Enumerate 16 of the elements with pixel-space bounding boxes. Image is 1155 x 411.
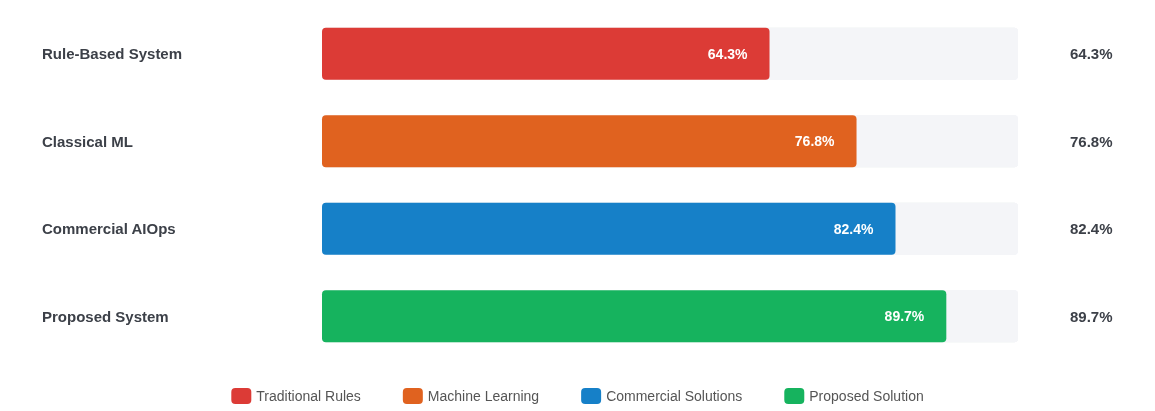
text: 64.3% (1070, 45, 1113, 63)
data-label: 89.7% (884, 308, 925, 325)
text: 76.8% (1070, 132, 1113, 150)
text: 82.4% (1070, 220, 1113, 238)
text: 89.7% (1070, 307, 1113, 325)
legend-label: Commercial Solutions (606, 388, 743, 404)
legend-label: Proposed Solution (809, 388, 924, 404)
data-label: 82.4% (833, 220, 875, 237)
y-tick-label: Rule-Based System (42, 45, 183, 63)
y-tick-label: Commercial AIOps (42, 220, 176, 238)
y-tick-label: Classical ML (42, 132, 133, 150)
y-tick-label: Proposed System (42, 307, 169, 325)
data-label: 64.3% (707, 45, 749, 62)
legend-label: Machine Learning (427, 388, 540, 404)
data-label: 76.8% (794, 133, 836, 150)
legend-label: Traditional Rules (256, 388, 361, 404)
